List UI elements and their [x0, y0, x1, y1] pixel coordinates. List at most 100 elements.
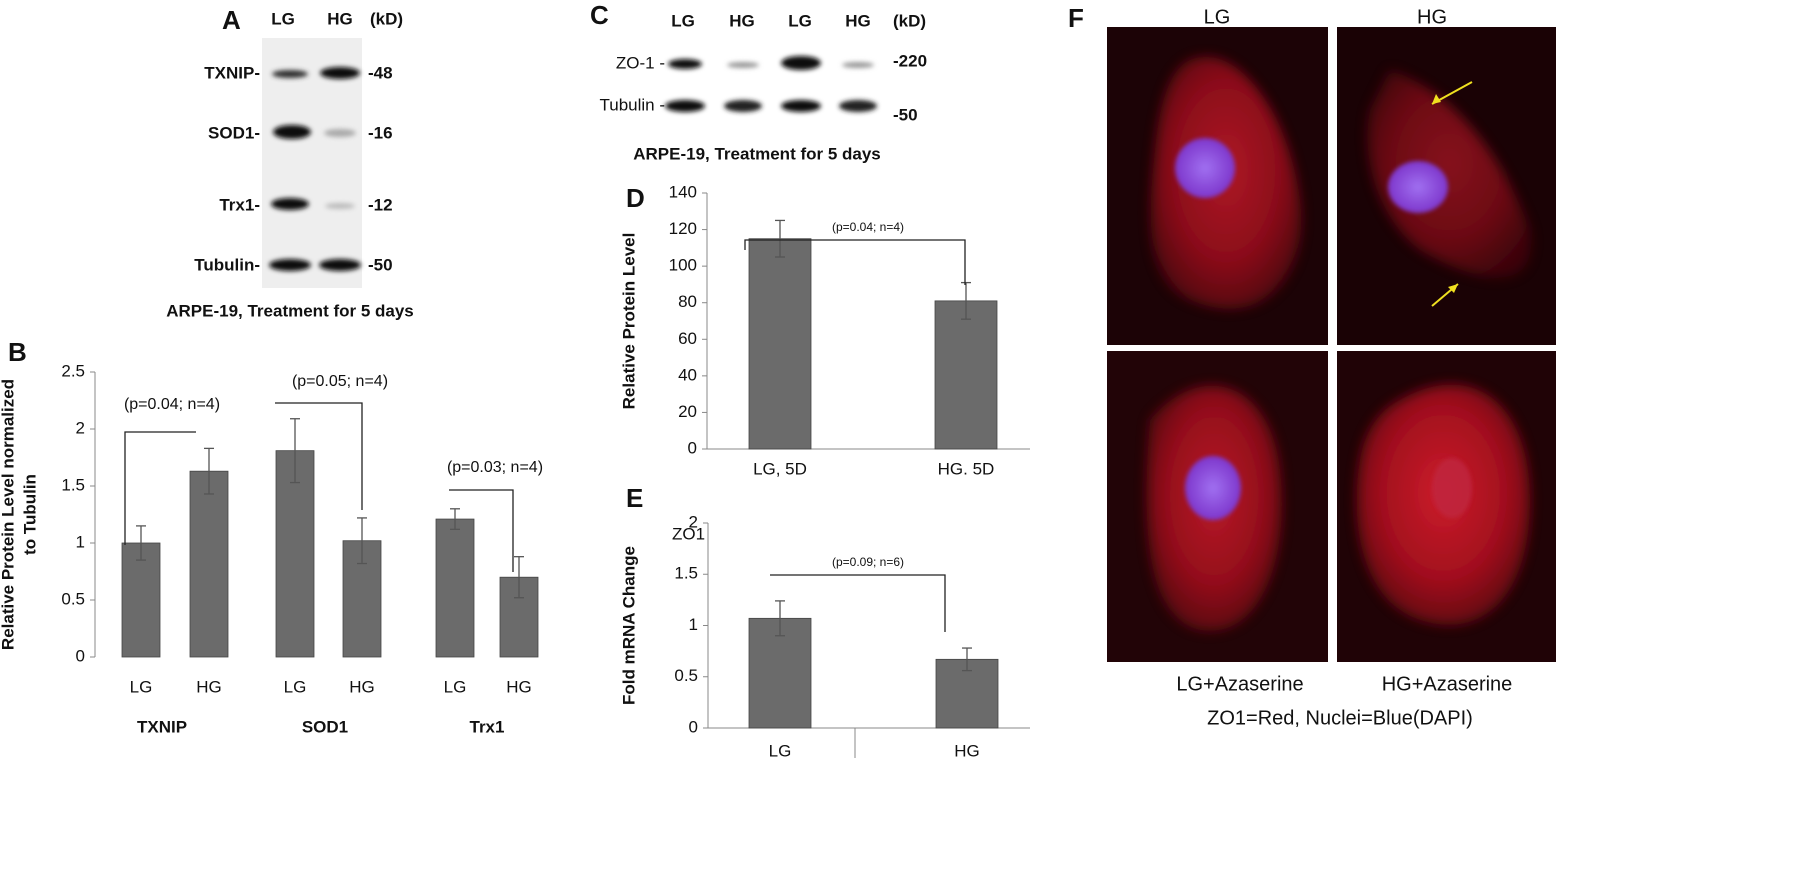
size-label: -50 — [368, 255, 393, 274]
y-tick-label: 0.5 — [674, 666, 698, 685]
size-label: -220 — [893, 51, 927, 70]
y-tick-label: 100 — [669, 256, 697, 275]
band — [273, 125, 311, 139]
group-label: Trx1 — [470, 717, 505, 736]
y-tick-label: 0 — [76, 646, 85, 665]
column-label: HG — [1417, 6, 1447, 28]
band — [781, 100, 821, 112]
panel-label: A — [222, 5, 241, 35]
unit-label: (kD) — [370, 9, 403, 28]
band — [271, 198, 309, 210]
y-tick-label: 2.5 — [61, 361, 85, 380]
y-tick-label: 140 — [669, 182, 697, 201]
error-bar — [514, 556, 524, 599]
y-axis-label: Relative Protein Level — [619, 233, 638, 410]
error-bar — [962, 647, 972, 672]
y-tick-label: 1 — [689, 615, 698, 634]
column-label: LG — [1204, 6, 1231, 28]
bar — [748, 617, 812, 729]
y-tick-label: 1 — [76, 532, 85, 551]
y-tick-label: 120 — [669, 219, 697, 238]
significance-bracket — [124, 431, 196, 545]
size-label: -12 — [368, 195, 393, 214]
y-axis-label: to Tubulin — [20, 474, 39, 555]
y-tick-label: 80 — [678, 292, 697, 311]
y-tick-label: 20 — [678, 402, 697, 421]
y-tick-label: 2 — [76, 418, 85, 437]
lane-label: HG — [729, 11, 755, 30]
lane-label: LG — [788, 11, 812, 30]
band — [320, 67, 360, 79]
x-tick-label: LG, 5D — [753, 459, 807, 478]
band — [269, 259, 311, 271]
band — [842, 62, 874, 68]
row-label: Tubulin - — [599, 95, 665, 114]
y-tick-label: 2 — [689, 512, 698, 531]
error-bar — [357, 517, 367, 565]
size-label: -48 — [368, 63, 393, 82]
annotation: (p=0.09; n=6) — [832, 555, 904, 569]
group-label: SOD1 — [302, 717, 348, 736]
error-bar — [775, 219, 785, 258]
error-bar — [290, 418, 300, 484]
band — [781, 56, 821, 70]
lane-label: LG — [671, 11, 695, 30]
band — [324, 129, 356, 137]
y-tick-label: 60 — [678, 329, 697, 348]
x-tick-label: LG — [769, 741, 792, 760]
row-caption: HG+Azaserine — [1382, 673, 1513, 695]
band — [839, 100, 877, 112]
blot-bands — [269, 67, 361, 271]
band — [325, 203, 355, 209]
significance-bracket — [770, 574, 946, 632]
x-tick-label: HG. 5D — [938, 459, 995, 478]
chart-title: ZO1 — [672, 524, 705, 543]
arrow-head — [1448, 284, 1458, 293]
x-tick-label: HG — [349, 677, 375, 696]
error-bar — [775, 600, 785, 637]
panel-label: C — [590, 0, 609, 30]
row-label: ZO-1 - — [616, 53, 665, 72]
nucleus — [1175, 138, 1235, 198]
unit-label: (kD) — [893, 11, 926, 30]
annotation: (p=0.04; n=4) — [124, 396, 220, 413]
image-legend: ZO1=Red, Nuclei=Blue(DAPI) — [1207, 707, 1473, 729]
group-label: TXNIP — [137, 717, 187, 736]
cell — [1367, 70, 1531, 278]
nucleus — [1185, 456, 1241, 520]
y-axis-label: Fold mRNA Change — [619, 546, 638, 705]
x-tick-label: HG — [196, 677, 222, 696]
band — [668, 59, 702, 69]
size-label: -50 — [893, 105, 918, 124]
panel-label: B — [8, 337, 27, 367]
y-tick-label: 0 — [688, 438, 697, 457]
y-axis-label: Relative Protein Level normalized — [0, 379, 17, 650]
bar — [435, 518, 475, 658]
error-bar — [204, 447, 214, 495]
significance-bracket — [449, 489, 514, 572]
error-bar — [450, 508, 460, 530]
bar — [748, 238, 812, 450]
error-bar — [961, 281, 971, 320]
row-label: Trx1- — [219, 195, 260, 214]
bar — [121, 542, 161, 658]
annotation: (p=0.05; n=4) — [292, 373, 388, 390]
bar — [275, 450, 315, 658]
panel-label: D — [626, 183, 645, 213]
y-tick-label: 0 — [689, 717, 698, 736]
band — [319, 259, 361, 271]
row-label: SOD1- — [208, 123, 260, 142]
bar — [934, 300, 998, 450]
y-tick-label: 1.5 — [674, 564, 698, 583]
band — [727, 62, 759, 68]
band — [272, 70, 308, 78]
lane-label: HG — [845, 11, 871, 30]
y-tick-label: 40 — [678, 365, 697, 384]
lane-label: HG — [327, 9, 353, 28]
bar — [189, 470, 229, 658]
band — [724, 100, 762, 112]
x-tick-label: LG — [284, 677, 307, 696]
band — [665, 100, 705, 112]
lane-label: LG — [271, 9, 295, 28]
